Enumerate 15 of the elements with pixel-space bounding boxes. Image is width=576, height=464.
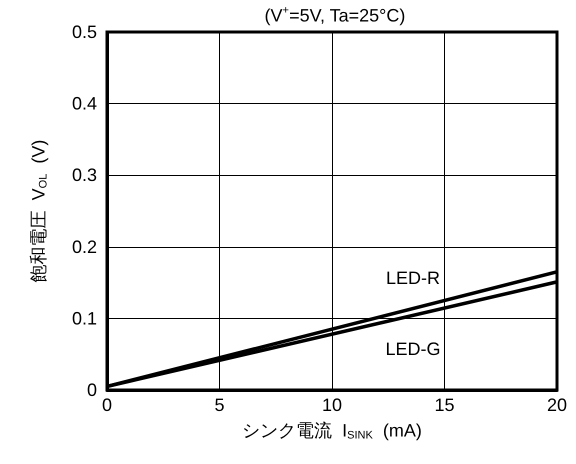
y-tick-label: 0.3 bbox=[72, 165, 97, 186]
y-tick-label: 0.5 bbox=[72, 22, 97, 42]
y-tick-label: 0.2 bbox=[72, 236, 97, 257]
x-tick-label: 20 bbox=[546, 395, 568, 415]
y-tick-label: 0 bbox=[86, 380, 97, 400]
y-tick-label: 0.4 bbox=[72, 94, 97, 114]
chart-title: (V+=5V, Ta=25°C) bbox=[264, 4, 406, 26]
series-label: LED-G bbox=[385, 338, 441, 359]
y-tick-label: 0.1 bbox=[72, 308, 97, 328]
x-tick-label: 15 bbox=[434, 395, 455, 415]
x-tick-label: 5 bbox=[214, 395, 225, 415]
x-tick-label: 0 bbox=[102, 395, 112, 415]
x-tick-label: 10 bbox=[322, 395, 342, 415]
series-label: LED-R bbox=[386, 268, 440, 288]
y-axis-title: 飽和電圧 VOL (V) bbox=[28, 140, 50, 282]
